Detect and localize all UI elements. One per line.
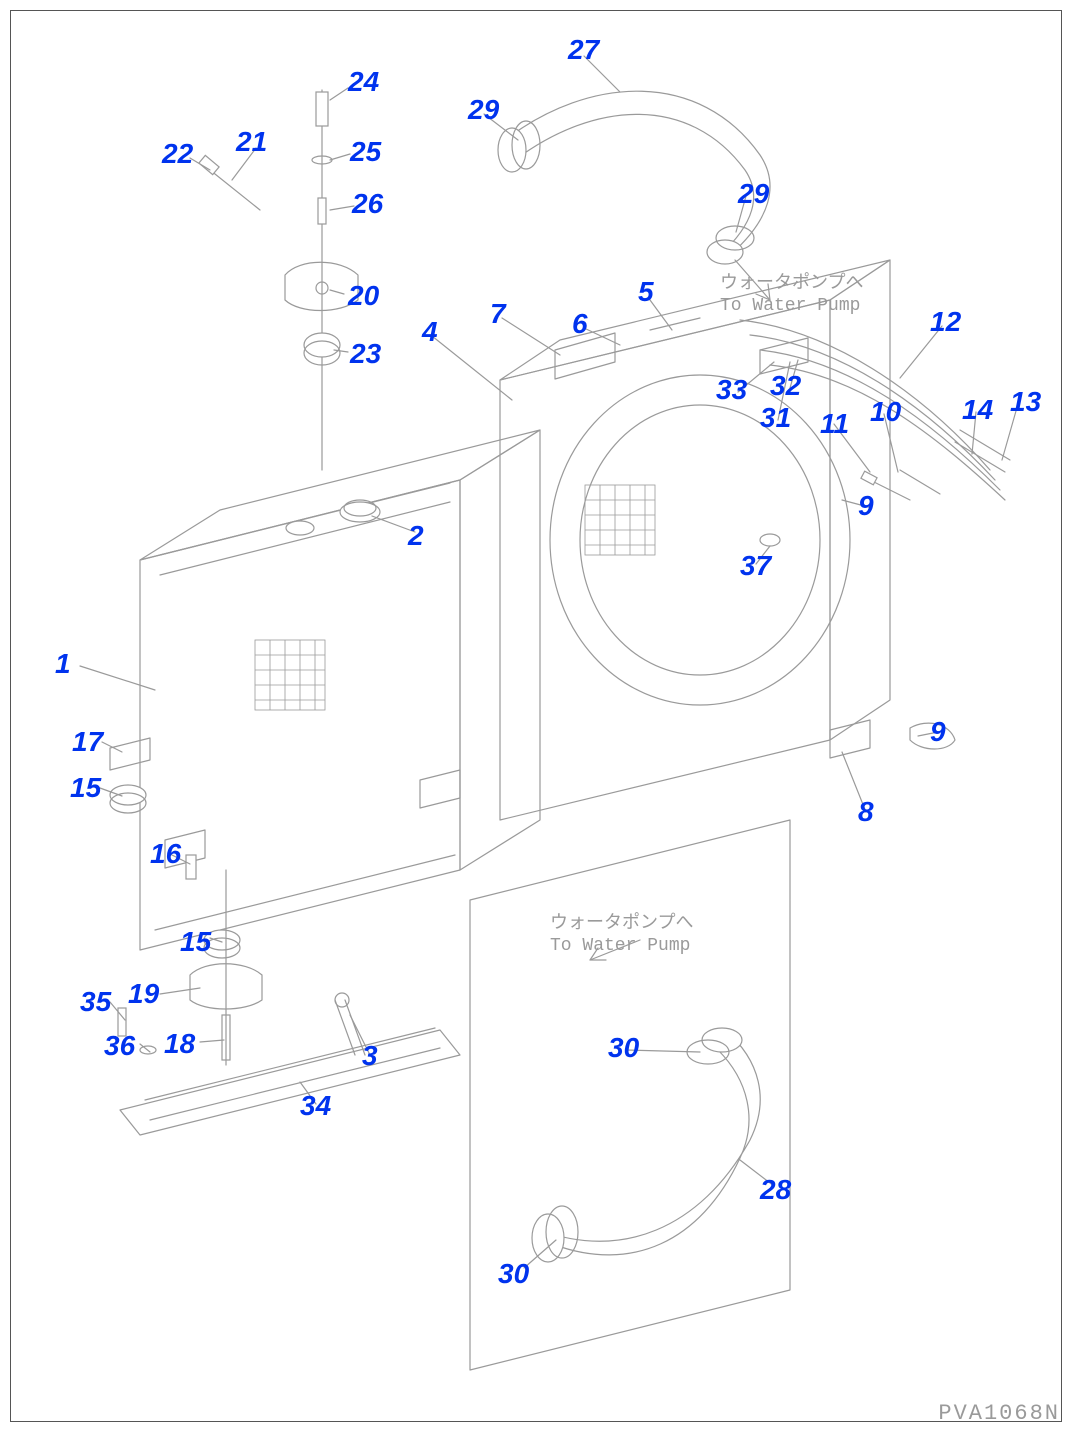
callout-5: 5 [638, 278, 654, 306]
callout-28: 28 [760, 1176, 791, 1204]
callout-27: 27 [568, 36, 599, 64]
callout-19: 19 [128, 980, 159, 1008]
callout-15: 15 [70, 774, 101, 802]
callout-26: 26 [352, 190, 383, 218]
drawing-id: PVA1068N [938, 1401, 1060, 1426]
callout-15-b: 15 [180, 928, 211, 956]
callout-11: 11 [820, 410, 849, 438]
callout-9-b: 9 [930, 718, 946, 746]
callout-9: 9 [858, 492, 874, 520]
callout-22: 22 [162, 140, 193, 168]
callout-7: 7 [490, 300, 506, 328]
callout-23: 23 [350, 340, 381, 368]
callout-29: 29 [468, 96, 499, 124]
callout-14: 14 [962, 396, 993, 424]
callout-13: 13 [1010, 388, 1041, 416]
callout-6: 6 [572, 310, 588, 338]
border-frame [10, 10, 1062, 1422]
callout-36: 36 [104, 1032, 135, 1060]
callout-21: 21 [236, 128, 267, 156]
callout-32: 32 [770, 372, 801, 400]
callout-34: 34 [300, 1092, 331, 1120]
callout-2: 2 [408, 522, 424, 550]
callout-18: 18 [164, 1030, 195, 1058]
callout-31: 31 [760, 404, 791, 432]
diagram-canvas: ウォータポンプへ To Water Pump ウォータポンプへ To Water… [0, 0, 1090, 1444]
callout-33: 33 [716, 376, 747, 404]
callout-10: 10 [870, 398, 901, 426]
callout-8: 8 [858, 798, 874, 826]
callout-16: 16 [150, 840, 181, 868]
callout-30: 30 [608, 1034, 639, 1062]
callout-25: 25 [350, 138, 381, 166]
callout-3: 3 [362, 1042, 378, 1070]
callout-35: 35 [80, 988, 111, 1016]
callout-17: 17 [72, 728, 103, 756]
callout-4: 4 [422, 318, 438, 346]
callout-37: 37 [740, 552, 771, 580]
callout-29-b: 29 [738, 180, 769, 208]
callout-24: 24 [348, 68, 379, 96]
callout-1: 1 [55, 650, 71, 678]
callout-12: 12 [930, 308, 961, 336]
callout-30-b: 30 [498, 1260, 529, 1288]
callout-20: 20 [348, 282, 379, 310]
